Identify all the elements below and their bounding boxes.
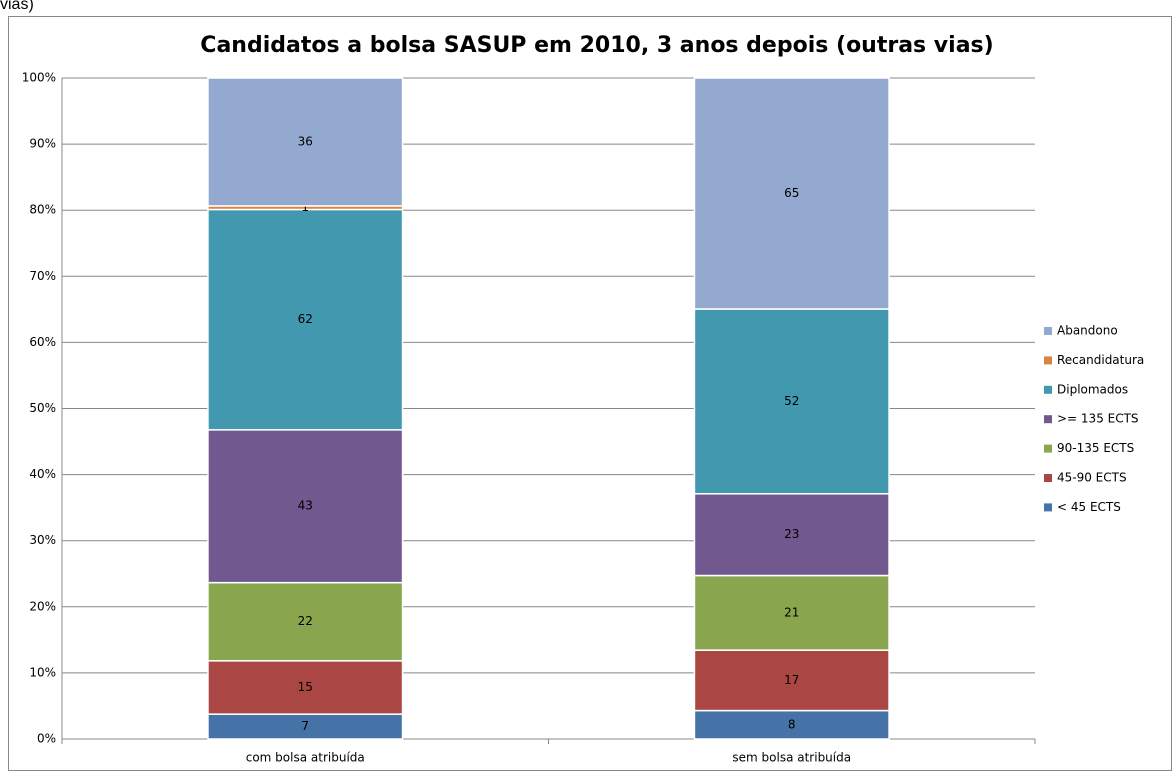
y-tick-label: 50%: [29, 401, 56, 415]
legend-swatch: [1044, 415, 1052, 424]
legend-label: 90-135 ECTS: [1057, 441, 1134, 455]
bar-segment: [693, 493, 890, 577]
bar-segment: [693, 574, 890, 651]
legend-swatch: [1044, 356, 1052, 365]
data-label: 65: [784, 186, 799, 200]
bar-segment: [207, 429, 404, 584]
data-label: 22: [298, 614, 313, 628]
bar-segment: [207, 581, 404, 662]
legend-label: Diplomados: [1057, 382, 1128, 396]
chart-title: Candidatos a bolsa SASUP em 2010, 3 anos…: [200, 33, 993, 58]
y-tick-label: 100%: [22, 71, 56, 85]
y-tick-label: 30%: [29, 533, 56, 547]
y-tick-label: 70%: [29, 269, 56, 283]
bar-segment: [207, 713, 404, 740]
x-tick-label: com bolsa atribuída: [246, 751, 365, 765]
caption: vias): [0, 0, 34, 13]
legend-swatch: [1044, 444, 1052, 453]
legend-swatch: [1044, 385, 1052, 394]
x-tick-label: sem bolsa atribuída: [732, 751, 851, 765]
legend-swatch: [1044, 503, 1052, 512]
data-label: 15: [298, 680, 313, 694]
bar-segment: [693, 308, 890, 495]
data-label: 1: [301, 200, 309, 214]
bar-segment: [207, 208, 404, 431]
data-label: 43: [298, 499, 313, 513]
legend-label: 45-90 ECTS: [1057, 471, 1127, 485]
bar-segment: [207, 77, 404, 207]
legend-swatch: [1044, 474, 1052, 482]
data-label: 21: [784, 605, 799, 619]
y-tick-label: 80%: [29, 203, 56, 217]
data-label: 62: [298, 312, 313, 326]
legend-label: < 45 ECTS: [1057, 500, 1121, 514]
y-tick-label: 60%: [29, 335, 56, 349]
legend-label: Abandono: [1057, 324, 1118, 338]
data-label: 17: [784, 673, 799, 687]
y-tick-label: 10%: [29, 665, 56, 679]
y-tick-label: 20%: [29, 599, 56, 613]
data-label: 8: [788, 717, 796, 731]
data-label: 52: [784, 394, 799, 408]
chart-border: [8, 16, 1172, 771]
bar-segment: [693, 649, 890, 712]
data-label: 7: [301, 719, 309, 733]
legend-swatch: [1044, 327, 1052, 335]
y-tick-label: 0%: [37, 732, 56, 746]
data-label: 23: [784, 527, 799, 541]
y-tick-label: 40%: [29, 467, 56, 481]
legend-label: Recandidatura: [1057, 353, 1144, 367]
data-label: 36: [298, 134, 313, 148]
y-tick-label: 90%: [29, 137, 56, 151]
bar-segment: [693, 77, 890, 310]
bar-segment: [207, 660, 404, 715]
legend-label: >= 135 ECTS: [1057, 412, 1139, 426]
